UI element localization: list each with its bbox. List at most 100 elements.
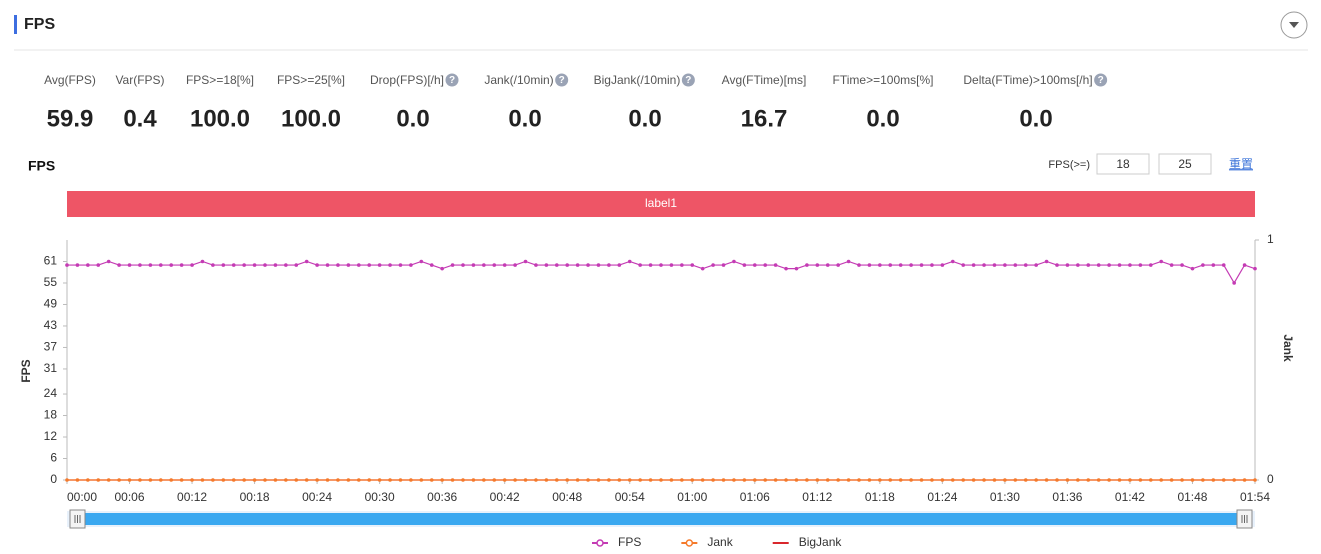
series-point bbox=[1138, 478, 1143, 482]
series-point bbox=[680, 478, 684, 482]
series-point bbox=[75, 263, 80, 267]
x-tick-label: 01:12 bbox=[802, 490, 832, 504]
series-point bbox=[169, 263, 174, 267]
series-point bbox=[680, 263, 684, 267]
collapse-arrow[interactable] bbox=[1289, 22, 1299, 28]
series-point bbox=[461, 478, 465, 482]
series-point bbox=[65, 478, 69, 482]
legend-item[interactable]: Jank bbox=[681, 535, 734, 549]
legend-item[interactable]: FPS bbox=[592, 535, 641, 549]
series-point bbox=[805, 263, 809, 267]
legend-item[interactable]: BigJank bbox=[772, 535, 843, 549]
reset-link[interactable]: 重置 bbox=[1229, 157, 1253, 171]
series-point bbox=[221, 263, 226, 267]
metric-label: Jank(/10min) bbox=[484, 73, 553, 87]
metric-value: 16.7 bbox=[741, 105, 788, 132]
series-point bbox=[1253, 478, 1257, 482]
threshold-input[interactable] bbox=[1158, 153, 1212, 175]
series-point bbox=[1221, 263, 1226, 267]
x-tick-label: 00:06 bbox=[115, 490, 145, 504]
series-point bbox=[742, 263, 747, 267]
series-point bbox=[836, 478, 840, 482]
series-point bbox=[752, 478, 757, 482]
x-tick-label: 01:06 bbox=[740, 490, 770, 504]
y-tick-label: 31 bbox=[44, 361, 58, 375]
series-point bbox=[492, 263, 497, 267]
series-point bbox=[367, 478, 372, 482]
metric-value: 0.0 bbox=[396, 105, 429, 132]
series-point bbox=[398, 263, 403, 267]
help-icon-glyph: ? bbox=[559, 75, 565, 86]
series-point bbox=[565, 263, 570, 267]
metric-label: Var(FPS) bbox=[115, 73, 164, 87]
series-point bbox=[1013, 478, 1018, 482]
series-point bbox=[158, 478, 163, 482]
series-point bbox=[1086, 263, 1091, 267]
series-point bbox=[1221, 478, 1226, 482]
y-tick-label: 37 bbox=[44, 340, 58, 354]
series-point bbox=[1076, 263, 1080, 267]
series-point bbox=[544, 263, 549, 267]
series-point bbox=[409, 263, 413, 267]
series-point bbox=[231, 478, 236, 482]
series-point bbox=[950, 259, 955, 264]
series-point bbox=[1117, 263, 1122, 267]
series-point bbox=[607, 263, 611, 267]
series-point bbox=[294, 478, 299, 482]
metric-value: 0.0 bbox=[866, 105, 899, 132]
series-point bbox=[982, 478, 986, 482]
series-point bbox=[429, 478, 434, 482]
legend-label: BigJank bbox=[799, 535, 843, 549]
series-point bbox=[1128, 263, 1132, 267]
threshold-input[interactable] bbox=[1096, 153, 1150, 175]
series-point bbox=[888, 263, 893, 267]
series-point bbox=[367, 263, 372, 267]
series-point bbox=[721, 478, 726, 482]
series-point bbox=[315, 478, 319, 482]
y-tick-label: 12 bbox=[44, 429, 58, 443]
series-point bbox=[1107, 478, 1111, 482]
series-point bbox=[221, 478, 226, 482]
series-point bbox=[523, 259, 528, 264]
series-point bbox=[846, 478, 851, 482]
series-point bbox=[65, 263, 69, 267]
series-point bbox=[86, 263, 90, 267]
series-point bbox=[252, 478, 257, 482]
series-point bbox=[471, 478, 476, 482]
x-tick-label: 00:36 bbox=[427, 490, 457, 504]
threshold-input-value[interactable]: 25 bbox=[1178, 157, 1192, 171]
series-point bbox=[950, 478, 955, 482]
zoom-slider[interactable] bbox=[67, 509, 1255, 529]
series-point bbox=[138, 478, 142, 482]
slider-range[interactable] bbox=[77, 513, 1244, 525]
series-point bbox=[1096, 478, 1101, 482]
x-tick-label: 00:00 bbox=[67, 490, 97, 504]
metric-value: 0.4 bbox=[123, 105, 157, 132]
series-point bbox=[617, 263, 622, 267]
series-point bbox=[429, 263, 434, 267]
series-point bbox=[627, 478, 632, 482]
series-point bbox=[742, 478, 747, 482]
series-point bbox=[242, 478, 246, 482]
series-point bbox=[909, 478, 913, 482]
series-point bbox=[200, 478, 205, 482]
series-point bbox=[1190, 478, 1195, 482]
series-point bbox=[513, 263, 517, 267]
series-point bbox=[377, 263, 382, 267]
series-point bbox=[148, 263, 153, 267]
series-point bbox=[179, 263, 184, 267]
series-point bbox=[263, 263, 267, 267]
series-point bbox=[450, 263, 455, 267]
collapse-button[interactable] bbox=[1280, 11, 1308, 39]
series-point bbox=[190, 263, 194, 267]
series-point bbox=[96, 263, 101, 267]
series-point bbox=[940, 478, 945, 482]
metric-label: BigJank(/10min) bbox=[594, 73, 681, 87]
x-tick-label: 01:00 bbox=[677, 490, 707, 504]
y-tick-label: 0 bbox=[50, 472, 57, 486]
help-icon bbox=[445, 73, 459, 87]
series-point bbox=[158, 263, 163, 267]
y-tick-label: 43 bbox=[44, 318, 58, 332]
threshold-input-value[interactable]: 18 bbox=[1116, 157, 1130, 171]
series-point bbox=[992, 263, 997, 267]
